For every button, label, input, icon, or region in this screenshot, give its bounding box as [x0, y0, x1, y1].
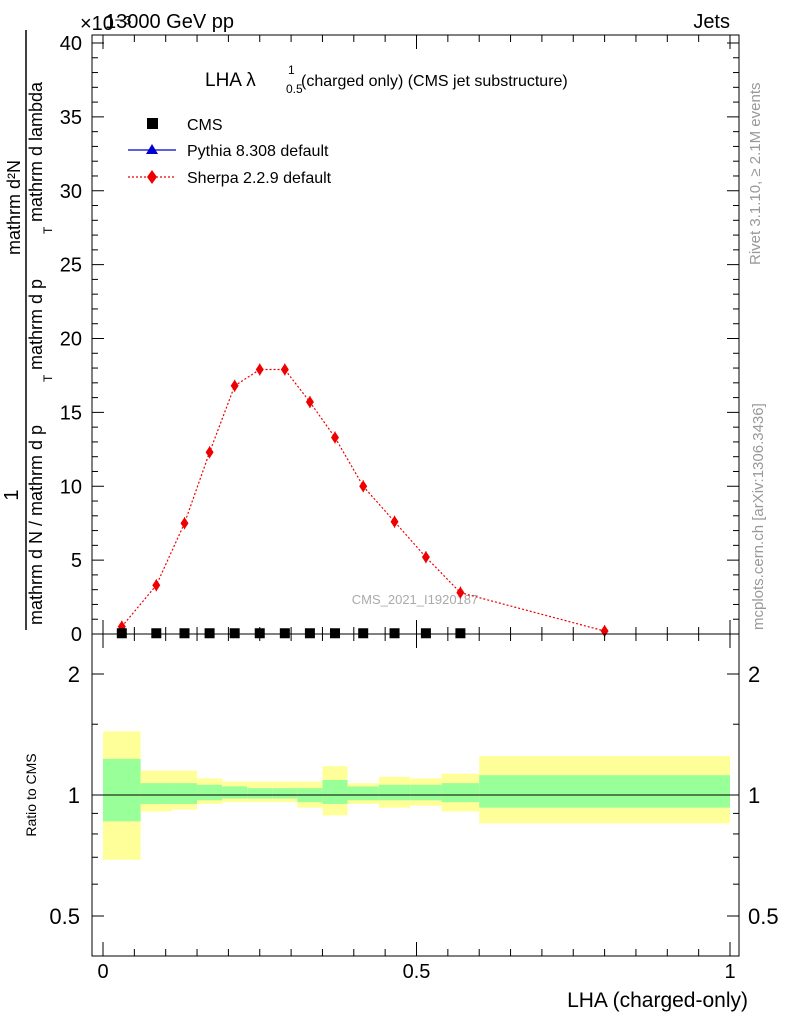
cms-point — [329, 628, 340, 639]
ratio-ticks — [92, 634, 739, 956]
ratio-ytick-label: 1 — [68, 783, 80, 808]
chart-title-sup: 1 — [288, 63, 295, 77]
legend: CMS Pythia 8.308 default Sherpa 2.2.9 de… — [128, 117, 332, 187]
main-panel: 0 5 10 15 20 25 30 35 40 LHA λ 1 0.5 (charged on… — [60, 33, 740, 646]
ytick-label: 25 — [60, 255, 82, 277]
cms-point — [151, 628, 162, 639]
sherpa-point — [390, 515, 399, 528]
ratio-band-inner — [140, 783, 172, 804]
ratio-xtick-label: 0 — [97, 961, 108, 983]
ratio-ytick-label-right: 0.5 — [748, 904, 779, 929]
sherpa-point — [205, 446, 214, 459]
sherpa-point — [359, 480, 368, 493]
sherpa-point — [330, 431, 339, 444]
chart-title: LHA λ 1 0.5 (charged only) (CMS jet subs… — [205, 63, 568, 96]
ratio-band-inner — [410, 784, 442, 801]
cms-point — [254, 628, 265, 639]
ratio-xtick-label: 1 — [724, 961, 735, 983]
ratio-band-inner — [103, 758, 141, 822]
xlabel: LHA (charged-only) — [567, 989, 748, 1012]
exponent-label: ×10⁻³ — [80, 13, 131, 35]
main-ylabel: 1 mathrm d N / mathrm d p mathrm d p mat… — [1, 30, 55, 630]
rivet-label: Rivet 3.1.10, ≥ 2.1M events — [747, 83, 764, 266]
ratio-xtick-labels: 0 0.5 1 — [97, 961, 735, 983]
ratio-band-inner — [247, 788, 273, 799]
sherpa-point — [255, 363, 264, 376]
energy-label: 13000 GeV pp — [105, 11, 234, 33]
cms-point — [358, 628, 369, 639]
main-ticks — [92, 35, 739, 635]
ylabel-denominator-part2: mathrm d p — [26, 279, 46, 370]
legend-marker-sherpa — [147, 170, 157, 184]
ytick-label: 20 — [60, 329, 82, 351]
ratio-ytick-labels: 0.5 0.5 1 1 2 2 — [49, 662, 778, 929]
sherpa-point — [152, 579, 161, 592]
sherpa-point — [280, 363, 289, 376]
legend-label-sherpa: Sherpa 2.2.9 default — [187, 170, 332, 187]
ratio-ylabel: Ratio to CMS — [23, 753, 39, 836]
ratio-band-inner — [441, 783, 480, 803]
chart-title-rest: (charged only) (CMS jet substructure) — [301, 73, 568, 90]
process-label: Jets — [693, 11, 730, 33]
ytick-label: 40 — [60, 33, 82, 55]
sherpa-point — [305, 396, 314, 409]
chart-title-main: LHA λ — [205, 70, 256, 91]
cms-point — [420, 628, 431, 639]
ylabel-inner-numerator: mathrm d²N — [4, 160, 24, 255]
legend-marker-pythia — [146, 144, 158, 154]
ylabel-numerator: 1 — [1, 489, 23, 500]
ratio-band-inner — [197, 784, 223, 801]
ratio-ytick-label-right: 1 — [748, 783, 760, 808]
ytick-label: 15 — [60, 402, 82, 424]
cms-point — [204, 628, 215, 639]
ratio-band-inner — [322, 779, 348, 804]
ratio-band-inner — [222, 786, 248, 799]
sherpa-point — [180, 517, 189, 530]
ratio-band-inner — [347, 786, 379, 801]
cms-point — [116, 628, 127, 639]
main-ytick-labels: 0 5 10 15 20 25 30 35 40 — [60, 33, 82, 646]
legend-label-cms: CMS — [187, 117, 223, 134]
ytick-label: 35 — [60, 107, 82, 129]
ratio-band-inner — [171, 783, 198, 804]
ylabel-subscript-1: T — [41, 374, 55, 382]
cms-series — [116, 628, 466, 639]
legend-label-pythia: Pythia 8.308 default — [187, 143, 329, 160]
ratio-ytick-label: 2 — [68, 662, 80, 687]
ratio-band-inner — [378, 784, 411, 801]
sherpa-point — [230, 379, 239, 392]
cms-point — [179, 628, 190, 639]
cms-point — [279, 628, 290, 639]
ytick-label: 5 — [71, 550, 82, 572]
cms-point — [455, 628, 466, 639]
chart-title-sub: 0.5 — [286, 82, 303, 96]
ratio-ytick-label: 0.5 — [49, 904, 80, 929]
ytick-label: 0 — [71, 624, 82, 646]
sherpa-point — [456, 586, 465, 599]
mcplots-label: mcplots.cern.ch [arXiv:1306.3436] — [750, 403, 767, 630]
cms-point — [389, 628, 400, 639]
ratio-ytick-label-right: 2 — [748, 662, 760, 687]
legend-marker-cms — [147, 118, 158, 129]
ratio-bands — [103, 731, 730, 860]
ratio-xtick-label: 0.5 — [403, 961, 431, 983]
ytick-label: 30 — [60, 181, 82, 203]
ratio-band-inner — [479, 775, 730, 808]
cms-point — [229, 628, 240, 639]
ytick-label: 10 — [60, 476, 82, 498]
ylabel-denominator-part3: mathrm d lambda — [26, 81, 46, 222]
ylabel-denominator-part1: mathrm d N / mathrm d p — [26, 425, 46, 625]
ylabel-subscript-2: T — [41, 226, 55, 234]
ratio-panel: 0.5 0.51 12 2 0 0.5 1 Ratio to CMS LHA (charg… — [23, 633, 779, 1012]
ratio-band-inner — [272, 788, 298, 799]
sherpa-point — [421, 551, 430, 564]
cms-point — [304, 628, 315, 639]
analysis-watermark: CMS_2021_I1920187 — [352, 592, 479, 607]
